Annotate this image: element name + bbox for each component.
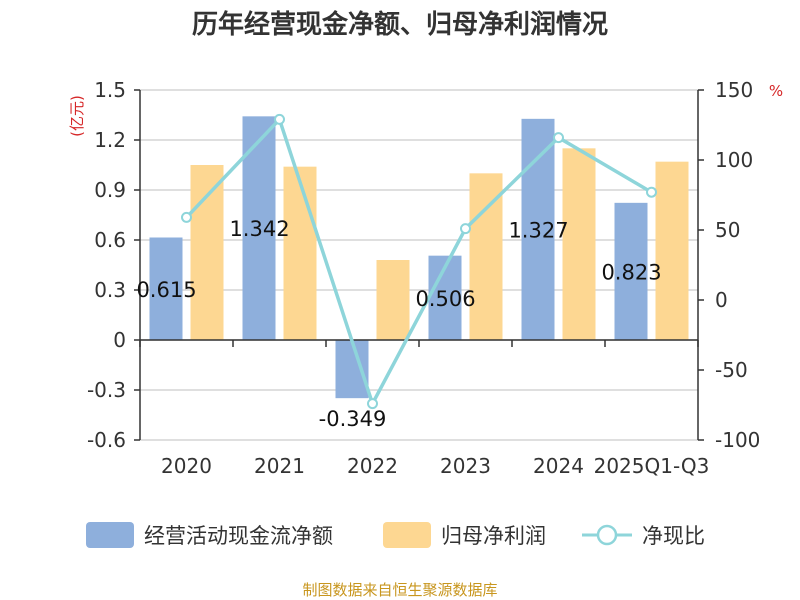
bar-ocf — [335, 340, 369, 399]
left-tick-label: -0.3 — [87, 378, 126, 402]
bar-profit — [562, 148, 596, 340]
data-labels: 0.615 1.342 -0.349 0.506 1.327 0.823 — [136, 217, 661, 431]
ratio-point — [646, 186, 657, 198]
ratio-line-layer — [181, 113, 657, 410]
bar-profit — [190, 165, 224, 340]
legend-label-ratio: 净现比 — [642, 524, 705, 548]
right-tick-label: 100 — [715, 148, 753, 172]
ratio-point — [274, 113, 285, 125]
x-tick-label: 2021 — [254, 454, 305, 478]
bars — [149, 116, 689, 399]
ratio-point — [553, 132, 564, 144]
bar-profit — [655, 161, 689, 340]
x-tick-label: 2024 — [533, 454, 584, 478]
ratio-line — [185, 116, 653, 409]
left-axis-unit: (亿元) — [68, 95, 86, 137]
legend-swatch-ocf — [86, 522, 134, 548]
x-tick-label: 2022 — [347, 454, 398, 478]
legend-label-profit: 归母净利润 — [441, 524, 546, 548]
bar-profit — [283, 166, 317, 340]
right-tick-label: 50 — [715, 218, 740, 242]
data-label-ocf: 0.823 — [601, 260, 661, 284]
x-tick-label: 2025Q1-Q3 — [594, 454, 710, 478]
data-label-ocf: -0.349 — [319, 407, 387, 431]
bar-ocf — [614, 202, 648, 340]
right-tick-label: -50 — [715, 358, 748, 382]
bar-profit — [376, 260, 410, 340]
x-tick-label: 2020 — [161, 454, 212, 478]
left-tick-label: 0.6 — [94, 228, 126, 252]
left-tick-label: 0.9 — [94, 178, 126, 202]
legend-item-profit[interactable]: 归母净利润 — [383, 522, 546, 548]
data-label-ocf: 0.506 — [415, 287, 475, 311]
ratio-point — [367, 398, 378, 410]
left-tick-label: 0 — [113, 328, 126, 352]
bar-profit — [469, 173, 503, 340]
x-tick-label: 2023 — [440, 454, 491, 478]
right-tick-label: 0 — [715, 288, 728, 312]
axes: -0.6 -0.3 0 0.3 0.6 0.9 1.2 1.5 -100 -50 0 50 100 150… — [87, 78, 760, 478]
chart-title: 历年经营现金净额、归母净利润情况 — [192, 9, 608, 40]
right-axis-unit: % — [769, 82, 783, 100]
left-tick-label: 0.3 — [94, 278, 126, 302]
left-tick-label: 1.2 — [94, 128, 126, 152]
data-label-ocf: 1.327 — [508, 218, 568, 242]
bar-ocf — [149, 237, 183, 340]
ratio-point — [460, 223, 471, 235]
right-tick-label: 150 — [715, 78, 753, 102]
legend-swatch-profit — [383, 522, 431, 548]
legend-item-ratio[interactable]: 净现比 — [582, 524, 705, 548]
right-tick-label: -100 — [715, 428, 760, 452]
data-label-ocf: 0.615 — [136, 278, 196, 302]
legend-marker-ratio — [596, 524, 618, 546]
ratio-point — [181, 211, 192, 223]
data-label-ocf: 1.342 — [229, 217, 289, 241]
legend-label-ocf: 经营活动现金流净额 — [144, 524, 333, 548]
source-note: 制图数据来自恒生聚源数据库 — [302, 581, 497, 599]
left-tick-label: 1.5 — [94, 78, 126, 102]
legend-item-ocf[interactable]: 经营活动现金流净额 — [86, 522, 333, 548]
left-tick-label: -0.6 — [87, 428, 126, 452]
legend: 经营活动现金流净额 归母净利润 净现比 — [86, 522, 705, 548]
